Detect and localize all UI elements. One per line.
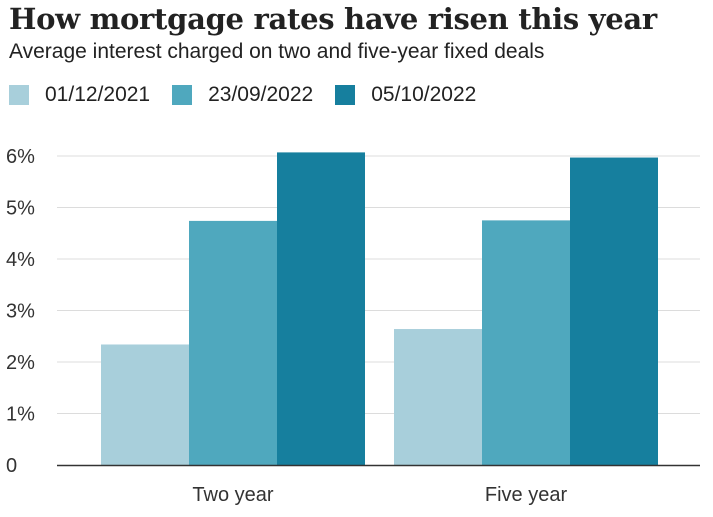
y-tick-label-0: 0 <box>6 455 17 477</box>
legend-item-series-3: 05/10/2022 <box>335 83 476 107</box>
y-tick-label-3: 3% <box>6 301 35 323</box>
x-tick-label-2: Five year <box>485 484 568 506</box>
legend-label-series-3: 05/10/2022 <box>371 83 477 106</box>
bar-2-1 <box>394 329 482 465</box>
chart-subtitle: Average interest charged on two and five… <box>9 40 545 63</box>
y-tick-label-5: 5% <box>6 198 35 220</box>
y-tick-label-4: 4% <box>6 249 35 271</box>
bar-1-1 <box>101 344 189 465</box>
bar-1-2 <box>189 220 277 465</box>
y-tick-label-2: 2% <box>6 352 35 374</box>
legend-swatch-series-3 <box>335 85 356 105</box>
legend-label-series-1: 01/12/2021 <box>45 83 151 106</box>
legend-item-series-2: 23/09/2022 <box>172 83 313 107</box>
legend-swatch-series-1 <box>9 85 29 105</box>
legend: 01/12/2021 23/09/2022 05/10/2022 <box>9 83 498 107</box>
x-tick-label-1: Two year <box>192 484 273 506</box>
y-tick-label-1: 1% <box>6 404 35 426</box>
chart-title: How mortgage rates have risen this year <box>9 2 657 36</box>
legend-item-series-1: 01/12/2021 <box>9 83 150 107</box>
bar-2-3 <box>570 157 658 466</box>
legend-label-series-2: 23/09/2022 <box>208 83 314 106</box>
bar-1-3 <box>277 152 365 465</box>
legend-swatch-series-2 <box>172 85 193 105</box>
bar-2-2 <box>482 220 570 465</box>
y-tick-label-6: 6% <box>6 146 35 168</box>
